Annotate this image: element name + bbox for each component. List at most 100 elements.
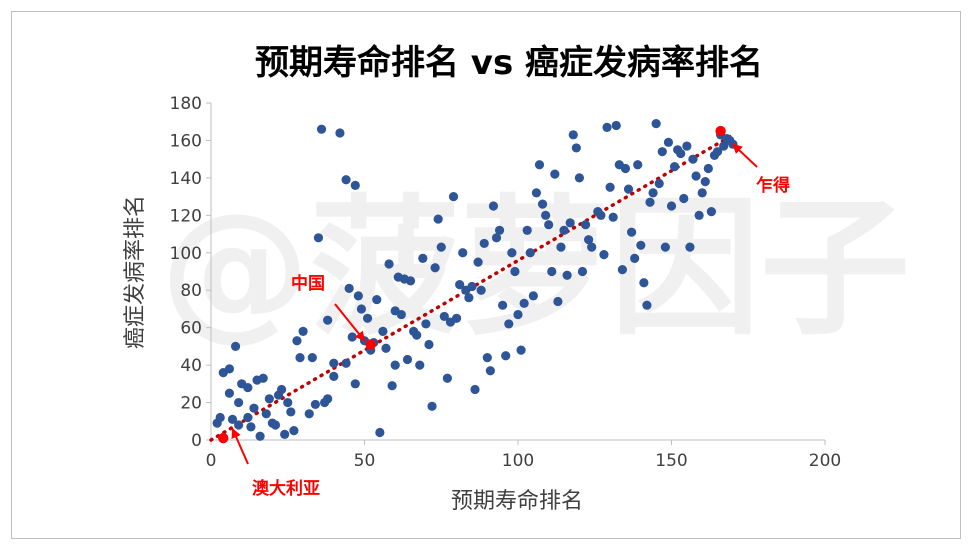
data-point xyxy=(645,197,655,207)
data-point xyxy=(283,397,293,408)
y-tick-label: 60 xyxy=(180,319,202,339)
data-point xyxy=(452,313,462,323)
data-point xyxy=(415,360,425,370)
data-point xyxy=(467,281,477,292)
y-tick-label: 100 xyxy=(170,244,202,264)
data-point xyxy=(246,422,256,432)
x-tick-label: 50 xyxy=(354,451,376,471)
y-tick-label: 180 xyxy=(170,94,202,114)
y-tick-label: 160 xyxy=(170,131,202,151)
data-point xyxy=(550,169,560,179)
data-point xyxy=(482,353,492,363)
data-point xyxy=(418,253,428,263)
data-point xyxy=(387,381,397,391)
data-point xyxy=(626,227,637,237)
data-point xyxy=(224,364,235,374)
data-point xyxy=(712,147,723,157)
data-point xyxy=(568,130,578,140)
x-tick-label: 150 xyxy=(655,451,687,471)
data-point xyxy=(528,291,538,301)
data-point xyxy=(464,293,474,303)
annotation-label: 中国 xyxy=(291,273,325,294)
data-point xyxy=(234,420,244,430)
data-point xyxy=(350,180,360,190)
x-tick-label: 0 xyxy=(206,451,217,471)
x-tick-label: 100 xyxy=(502,451,534,471)
y-axis-label: 癌症发病率排名 xyxy=(123,195,148,349)
data-point xyxy=(270,420,281,430)
data-point xyxy=(249,403,259,413)
data-point xyxy=(476,285,486,295)
data-point xyxy=(719,141,729,151)
data-point xyxy=(458,248,468,258)
annotations: 澳大利亚 中国 乍得 xyxy=(231,143,790,499)
data-point xyxy=(439,311,449,322)
data-point xyxy=(307,353,317,363)
data-point xyxy=(264,394,274,404)
data-point xyxy=(436,242,446,252)
data-point xyxy=(651,118,661,129)
data-point xyxy=(630,253,640,263)
data-point xyxy=(498,300,508,310)
data-point xyxy=(688,154,698,164)
data-point xyxy=(565,218,575,228)
data-point xyxy=(442,373,452,383)
data-point xyxy=(329,358,339,368)
data-point xyxy=(378,326,388,337)
data-point xyxy=(488,201,499,211)
data-point xyxy=(473,257,483,267)
watermark: @菠萝因子 xyxy=(160,182,910,356)
data-point xyxy=(657,147,667,157)
data-point xyxy=(553,296,563,307)
data-point xyxy=(448,192,459,202)
data-point xyxy=(479,238,489,249)
data-point xyxy=(513,309,523,320)
data-point xyxy=(679,193,689,204)
data-point xyxy=(494,225,505,235)
annotation-label: 乍得 xyxy=(756,175,790,196)
axes: 0 20 40 60 80 100 120 140 160 180 0 50 100 150 200 xyxy=(170,94,842,471)
data-point xyxy=(682,141,692,151)
y-tick-label: 80 xyxy=(180,281,202,301)
data-point xyxy=(599,250,609,260)
data-point xyxy=(316,124,327,134)
x-axis-label: 预期寿命排名 xyxy=(451,489,583,514)
data-point xyxy=(685,242,695,252)
data-point xyxy=(663,137,674,147)
data-point xyxy=(605,182,615,192)
data-point xyxy=(430,263,440,273)
data-point xyxy=(329,371,339,381)
data-point xyxy=(258,373,268,383)
y-tick-label: 120 xyxy=(170,206,202,226)
data-point xyxy=(292,336,302,346)
highlighted-points xyxy=(218,125,726,444)
data-point xyxy=(697,188,707,198)
data-point xyxy=(396,309,406,320)
data-point xyxy=(547,266,557,277)
data-point xyxy=(427,401,437,411)
data-point xyxy=(384,259,394,269)
annotation-arrow xyxy=(732,143,758,168)
data-point xyxy=(522,225,532,235)
data-point xyxy=(574,173,585,183)
data-point xyxy=(421,319,431,329)
data-point xyxy=(470,384,480,395)
data-point xyxy=(633,160,643,170)
data-point xyxy=(310,399,320,410)
data-point xyxy=(537,199,548,209)
data-point xyxy=(341,175,351,185)
data-point xyxy=(611,120,621,131)
data-point xyxy=(375,427,385,438)
data-point xyxy=(544,220,554,230)
data-point xyxy=(402,354,413,365)
annotation-arrow xyxy=(334,303,366,342)
data-point xyxy=(617,265,627,275)
data-point xyxy=(608,212,618,222)
data-point xyxy=(230,341,241,351)
data-point xyxy=(335,128,345,138)
data-point xyxy=(289,426,299,436)
data-point xyxy=(639,278,649,288)
data-point xyxy=(424,339,434,350)
y-tick-label: 140 xyxy=(170,169,202,189)
